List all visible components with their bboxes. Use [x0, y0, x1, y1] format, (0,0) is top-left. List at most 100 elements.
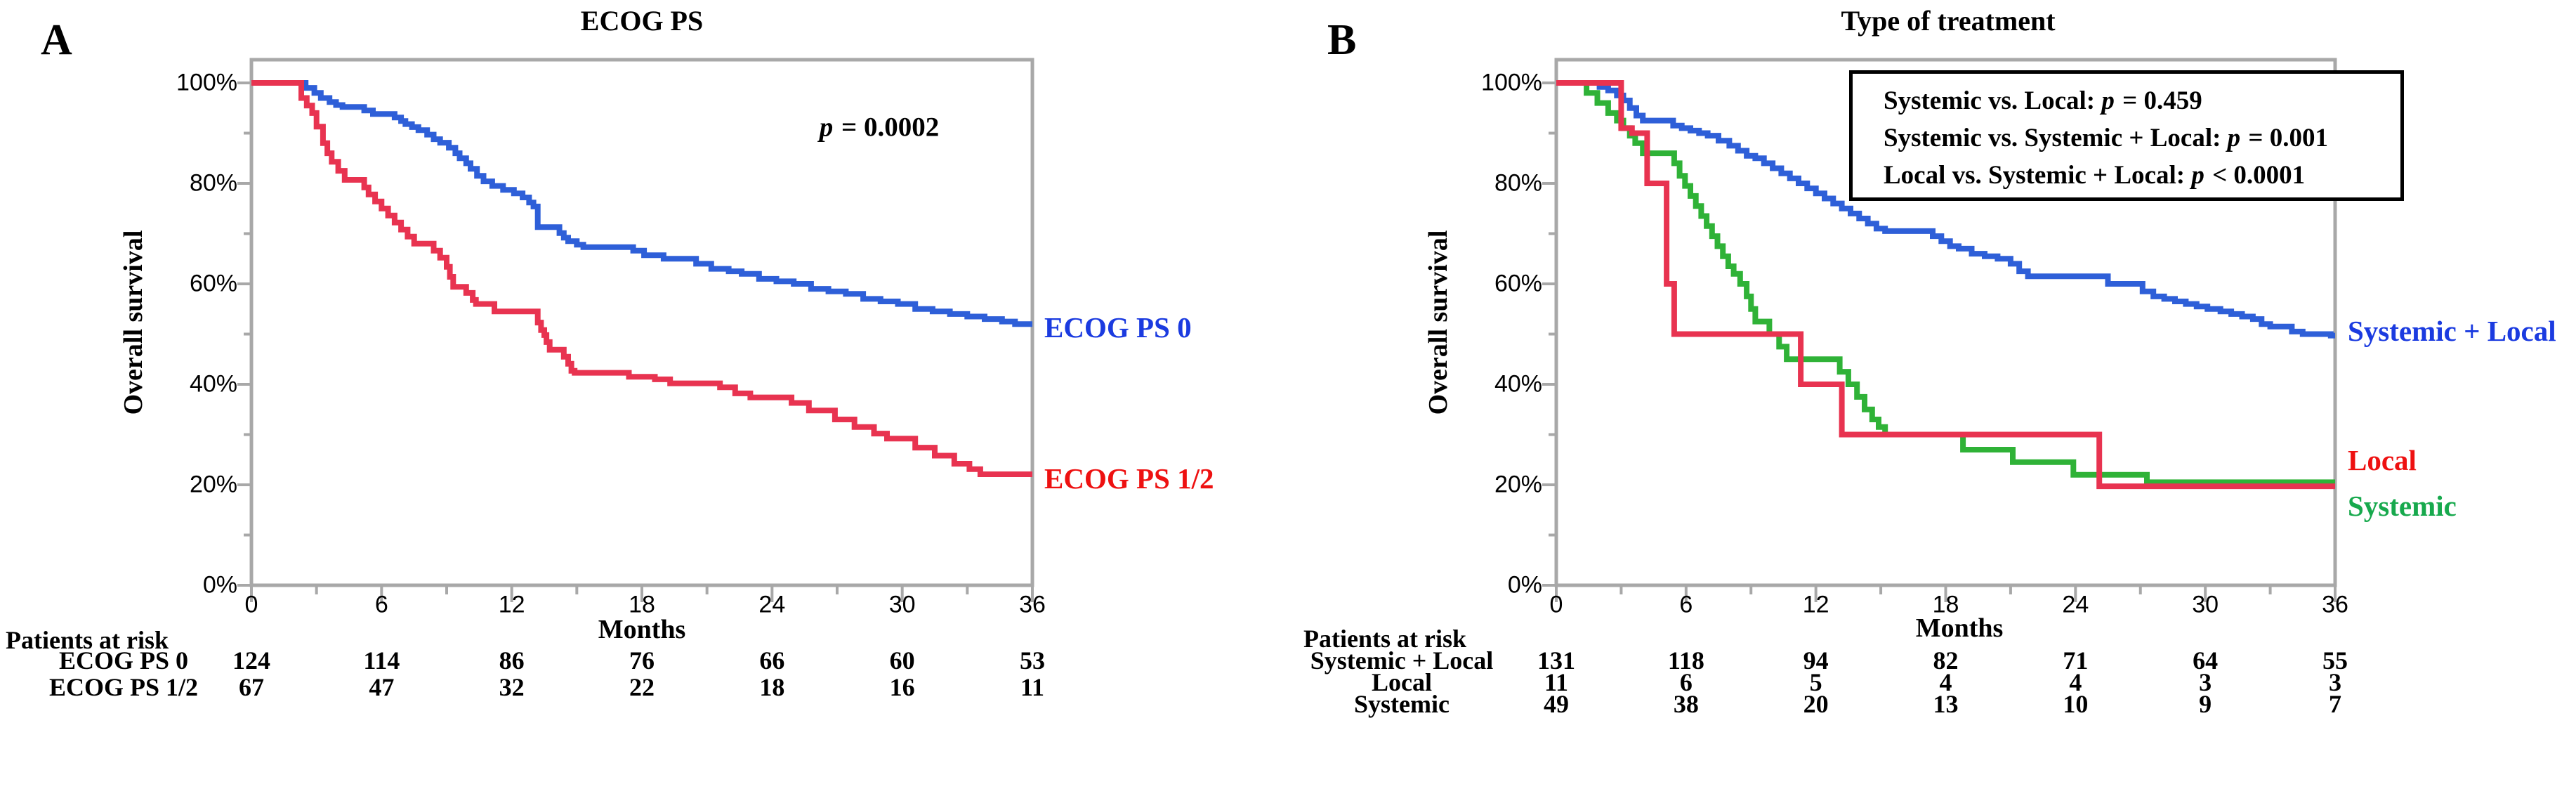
stats-line: Systemic vs. Local: p = 0.459 — [1884, 82, 2400, 119]
risk-table-header: Patients at risk — [6, 626, 169, 654]
risk-count: 18 — [759, 673, 785, 701]
risk-row-label-systemic: Systemic — [1354, 690, 1450, 718]
p-value-annotation: p = 0.0002 — [820, 112, 939, 143]
x-axis-label: Months — [1915, 613, 2004, 643]
km-curve-systemic-local — [1556, 80, 2335, 339]
panel-b-letter: B — [1327, 16, 1357, 64]
risk-count: 22 — [629, 673, 655, 701]
y-tick-label: 20% — [189, 471, 237, 498]
risk-count: 124 — [232, 646, 270, 675]
risk-count: 49 — [1544, 690, 1569, 718]
risk-count: 66 — [759, 646, 785, 675]
km-curve-local — [1556, 80, 2335, 490]
risk-row-label-ecog-ps-0: ECOG PS 0 — [58, 646, 189, 675]
risk-count: 13 — [1933, 690, 1959, 718]
panel-b: B Type of treatment Overall survival Mon… — [1288, 0, 2576, 808]
x-tick-label: 36 — [1019, 591, 1046, 618]
y-tick-label: 100% — [176, 69, 237, 96]
stats-line: Local vs. Systemic + Local: p < 0.0001 — [1884, 157, 2400, 194]
curve-label-systemic-local: Systemic + Local — [2348, 315, 2556, 348]
x-tick-label: 0 — [244, 591, 258, 618]
risk-count: 55 — [2322, 646, 2348, 675]
risk-count: 38 — [1673, 690, 1699, 718]
risk-count: 131 — [1537, 646, 1575, 675]
risk-count: 16 — [889, 673, 915, 701]
curve-label-ecog-ps-1-2: ECOG PS 1/2 — [1044, 462, 1214, 495]
p-symbol: p — [819, 112, 834, 143]
risk-count: 67 — [239, 673, 264, 701]
risk-row-label-systemic-local: Systemic + Local — [1310, 646, 1494, 675]
risk-count: 118 — [1667, 646, 1704, 675]
y-tick-label: 80% — [1494, 169, 1542, 197]
curve-label-systemic: Systemic — [2348, 490, 2457, 523]
risk-count: 71 — [2063, 646, 2089, 675]
x-tick-label: 18 — [1932, 591, 1959, 618]
x-tick-label: 6 — [1679, 591, 1693, 618]
x-tick-label: 18 — [629, 591, 655, 618]
x-tick-label: 6 — [374, 591, 388, 618]
risk-count: 5 — [1809, 668, 1822, 696]
p-symbol: p — [2101, 86, 2115, 115]
risk-row-label-local: Local — [1372, 668, 1432, 696]
risk-count: 114 — [363, 646, 400, 675]
p-symbol: p — [2191, 161, 2204, 190]
risk-count: 64 — [2193, 646, 2219, 675]
panel-a-letter: A — [41, 16, 72, 64]
risk-count: 4 — [1939, 668, 1952, 696]
y-tick-label: 80% — [189, 169, 237, 197]
y-axis-label: Overall survival — [1424, 230, 1453, 415]
stats-line-pvalue: < 0.0001 — [2205, 161, 2306, 190]
km-curve-ecog-ps-0 — [251, 80, 1032, 327]
y-tick-label: 40% — [1494, 370, 1542, 398]
risk-count: 10 — [2063, 690, 2089, 718]
x-tick-label: 36 — [2322, 591, 2348, 618]
risk-count: 32 — [499, 673, 525, 701]
y-tick-label: 40% — [189, 370, 237, 398]
y-tick-label: 20% — [1494, 471, 1542, 498]
km-curve-ecog-ps-1-2 — [251, 80, 1032, 477]
p-symbol: p — [2227, 124, 2241, 152]
risk-count: 47 — [369, 673, 395, 701]
risk-table-header: Patients at risk — [1303, 625, 1466, 653]
y-tick-label: 0% — [1507, 571, 1542, 599]
p-value-text: = 0.0002 — [834, 112, 940, 143]
x-axis-label: Months — [598, 615, 686, 644]
stats-line-pvalue: = 0.001 — [2242, 124, 2329, 152]
x-tick-label: 30 — [888, 591, 916, 618]
risk-count: 4 — [2069, 668, 2082, 696]
risk-count: 53 — [1020, 646, 1045, 675]
risk-count: 7 — [2329, 690, 2341, 718]
y-axis-label: Overall survival — [119, 230, 148, 415]
km-plot-a — [237, 58, 1034, 602]
x-tick-label: 12 — [498, 591, 525, 618]
risk-count: 86 — [499, 646, 525, 675]
pvalue-comparison-box: Systemic vs. Local: p = 0.459 Systemic vs… — [1849, 70, 2404, 201]
stats-line: Systemic vs. Systemic + Local: p = 0.001 — [1884, 119, 2400, 157]
x-tick-label: 30 — [2192, 591, 2219, 618]
stats-line-comparison: Systemic vs. Systemic + Local: — [1884, 124, 2228, 152]
risk-count: 3 — [2329, 668, 2341, 696]
x-tick-label: 0 — [1549, 591, 1563, 618]
stats-line-comparison: Local vs. Systemic + Local: — [1884, 161, 2192, 190]
x-tick-label: 12 — [1802, 591, 1829, 618]
km-plot-b — [1542, 58, 2337, 602]
risk-count: 94 — [1803, 646, 1829, 675]
risk-row-label-ecog-ps-1-2: ECOG PS 1/2 — [48, 673, 199, 701]
risk-count: 82 — [1933, 646, 1959, 675]
risk-count: 9 — [2199, 690, 2212, 718]
x-tick-label: 24 — [2062, 591, 2089, 618]
x-tick-label: 24 — [758, 591, 786, 618]
panel-b-title: Type of treatment — [1841, 5, 2056, 37]
risk-count: 20 — [1803, 690, 1829, 718]
risk-count: 60 — [889, 646, 915, 675]
risk-count: 11 — [1020, 673, 1045, 701]
stats-line-pvalue: = 0.459 — [2115, 86, 2202, 115]
risk-count: 76 — [629, 646, 655, 675]
stats-line-comparison: Systemic vs. Local: — [1884, 86, 2102, 115]
risk-count: 11 — [1544, 668, 1569, 696]
y-tick-label: 60% — [1494, 270, 1542, 297]
risk-count: 6 — [1679, 668, 1693, 696]
risk-count: 3 — [2199, 668, 2212, 696]
curve-label-ecog-ps-0: ECOG PS 0 — [1044, 311, 1192, 344]
